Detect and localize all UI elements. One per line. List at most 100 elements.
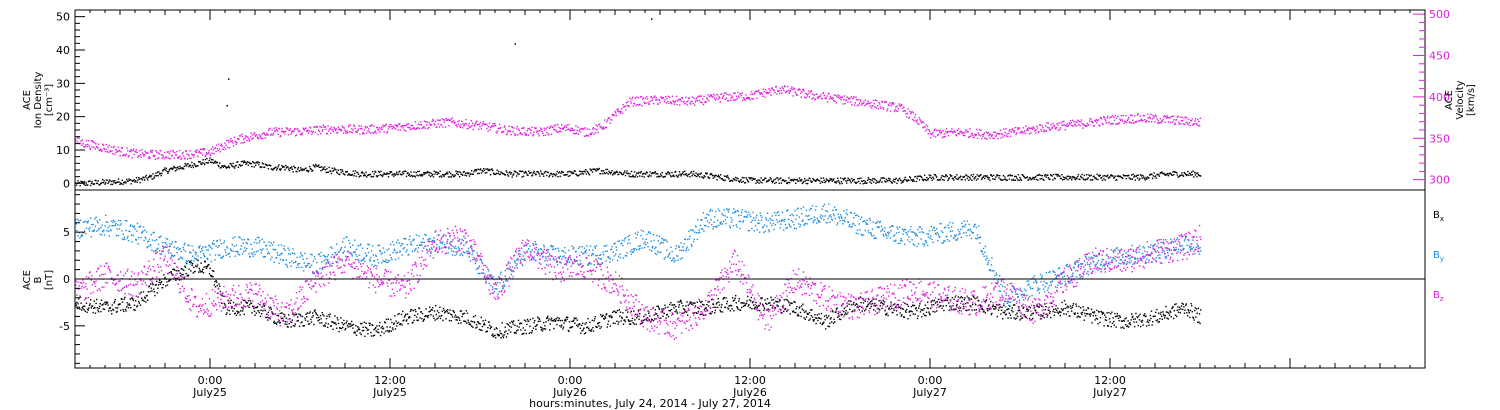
bx-series-point — [708, 301, 710, 303]
bx-series-point — [857, 306, 859, 309]
velocity-series-point — [717, 98, 719, 101]
density-series-point — [933, 173, 936, 176]
bx-series-point — [303, 325, 305, 327]
density-series-point — [1069, 176, 1071, 178]
bx-series-point — [910, 310, 912, 312]
density-series-point — [869, 181, 871, 183]
bx-series-point — [1025, 316, 1027, 319]
density-series-point — [649, 171, 651, 173]
density-series-point — [397, 173, 399, 176]
density-series-point — [322, 167, 324, 169]
bx-series-point — [864, 300, 866, 302]
velocity-series-point — [833, 94, 836, 96]
density-series-point — [842, 177, 844, 180]
bx-series-point — [447, 309, 449, 311]
density-series-point — [711, 173, 713, 175]
bx-series-point — [694, 305, 697, 307]
density-series-point — [972, 173, 975, 176]
velocity-series-point — [1044, 129, 1046, 132]
velocity-series-point — [1118, 122, 1120, 124]
velocity-series-point — [705, 101, 707, 103]
bx-series-point — [144, 297, 146, 299]
bx-series-point — [364, 326, 367, 328]
bx-series-point — [702, 314, 704, 316]
velocity-series-point — [523, 127, 525, 129]
density-series-point — [1058, 175, 1060, 177]
density-series-point — [969, 176, 971, 178]
velocity-series-point — [790, 88, 792, 90]
density-series-point — [335, 168, 337, 171]
velocity-series-point — [1051, 126, 1054, 129]
velocity-series-point — [1119, 119, 1122, 122]
density-series-point — [726, 176, 728, 178]
velocity-series-point — [1184, 123, 1186, 125]
density-series-point — [597, 168, 600, 171]
density-series-point — [432, 173, 434, 176]
density-series-point — [700, 172, 702, 174]
velocity-series-point — [911, 110, 913, 113]
bx-series-point — [774, 307, 776, 309]
bx-series-point — [664, 307, 667, 309]
bx-series-point — [576, 324, 578, 327]
bx-series-point — [93, 300, 95, 302]
density-series-point — [1083, 174, 1086, 177]
velocity-series-point — [81, 144, 83, 146]
density-series-point — [174, 166, 176, 169]
bx-series-point — [798, 315, 800, 317]
velocity-series-point — [672, 100, 674, 102]
bx-series-point — [354, 332, 356, 334]
bx-series-point — [436, 310, 439, 312]
bx-series-point — [515, 332, 517, 335]
velocity-series-point — [172, 151, 175, 153]
bx-series-point — [117, 307, 119, 309]
density-series-point — [605, 168, 607, 171]
velocity-series-point — [1013, 130, 1016, 132]
bx-series-point — [183, 277, 185, 279]
bx-series-point — [486, 330, 488, 333]
density-series-point — [876, 180, 878, 182]
bx-series-point — [202, 272, 205, 274]
velocity-series-point — [1042, 127, 1044, 129]
bx-series-point — [885, 313, 887, 315]
density-series-point — [851, 177, 853, 180]
velocity-series-point — [629, 97, 631, 99]
density-series-point — [215, 162, 217, 164]
velocity-series-point — [938, 129, 940, 132]
density-series-point — [227, 166, 229, 168]
density-series-point — [896, 182, 898, 185]
velocity-series-point — [407, 123, 410, 125]
density-series-point — [115, 181, 117, 184]
bx-series-point — [758, 304, 760, 307]
velocity-series-point — [729, 99, 732, 102]
bx-series-point — [144, 296, 146, 298]
bx-series-point — [573, 317, 575, 319]
density-series-point — [924, 178, 927, 181]
velocity-series-point — [387, 128, 389, 130]
velocity-series-point — [512, 130, 514, 133]
bx-series-point — [498, 334, 500, 336]
bx-series-point — [283, 315, 286, 318]
density-series-point — [506, 171, 508, 173]
density-series-point — [857, 178, 859, 180]
velocity-series-point — [305, 127, 307, 129]
density-series-point — [393, 175, 395, 177]
velocity-series-point — [721, 93, 723, 95]
density-series-point — [417, 175, 420, 177]
density-series-point — [463, 170, 465, 173]
density-series-point — [983, 175, 985, 177]
velocity-series-point — [1155, 115, 1158, 118]
bx-series-point — [829, 322, 831, 324]
bx-series-point — [327, 326, 329, 329]
velocity-series-point — [361, 133, 364, 135]
density-series-point — [129, 179, 132, 181]
density-series-point — [108, 181, 110, 183]
density-series-point — [483, 168, 485, 170]
density-series-point — [999, 175, 1001, 177]
velocity-series-point — [677, 100, 679, 102]
velocity-series-point — [430, 123, 432, 126]
velocity-series-point — [966, 129, 968, 131]
bx-series-point — [1108, 311, 1110, 314]
density-series-point — [642, 172, 645, 175]
density-series-point — [168, 169, 171, 171]
density-series-point — [525, 171, 527, 173]
